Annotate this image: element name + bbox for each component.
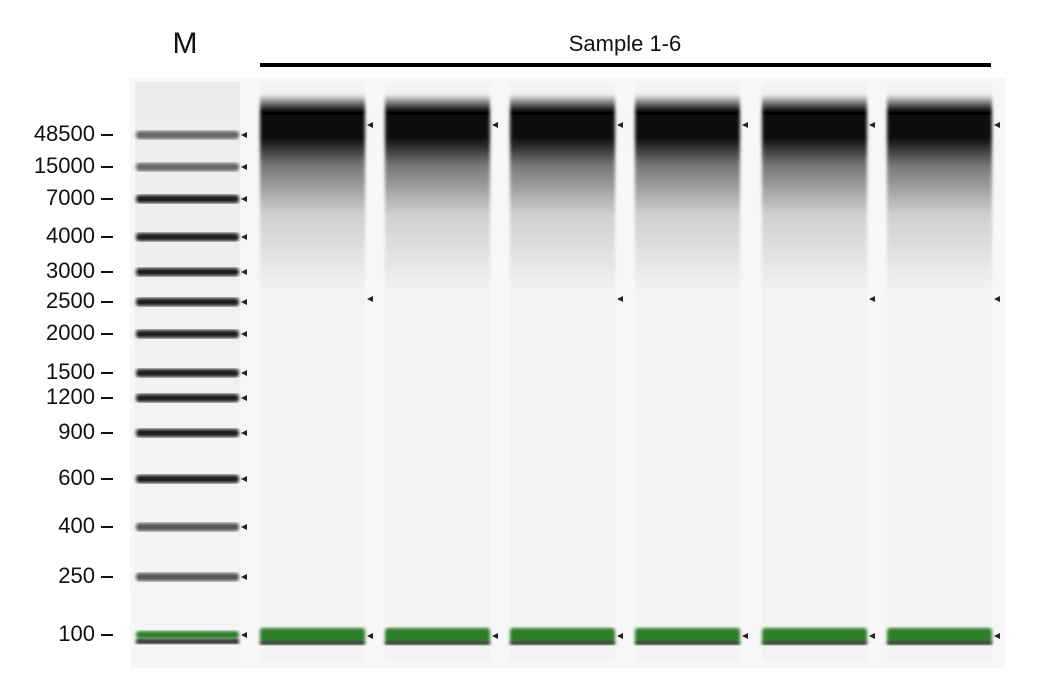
band-arrow bbox=[241, 370, 247, 376]
ladder-band bbox=[136, 163, 239, 171]
lower-marker-band bbox=[887, 628, 992, 643]
ladder-band bbox=[136, 631, 239, 639]
marker-lane-label: M bbox=[173, 27, 198, 60]
band-arrow bbox=[617, 122, 623, 128]
ladder-label: 600 bbox=[58, 465, 95, 490]
genomic-smear bbox=[762, 95, 867, 295]
lower-marker-band bbox=[762, 628, 867, 643]
ladder-label: 1500 bbox=[46, 359, 95, 384]
ladder-label: 900 bbox=[58, 419, 95, 444]
lower-marker-shadow bbox=[385, 641, 490, 645]
genomic-smear bbox=[887, 95, 992, 295]
ladder-band bbox=[136, 298, 239, 306]
band-arrow bbox=[869, 633, 875, 639]
ladder-band bbox=[136, 131, 239, 139]
ladder-label: 400 bbox=[58, 513, 95, 538]
band-arrow bbox=[742, 122, 748, 128]
band-arrow bbox=[241, 395, 247, 401]
band-arrow bbox=[241, 132, 247, 138]
band-arrow bbox=[994, 296, 1000, 302]
ladder-label: 250 bbox=[58, 563, 95, 588]
ladder-band bbox=[136, 330, 239, 338]
lower-marker-band bbox=[635, 628, 740, 643]
lower-marker-shadow bbox=[260, 641, 365, 645]
band-arrow bbox=[367, 122, 373, 128]
genomic-smear bbox=[260, 95, 365, 295]
band-arrow bbox=[241, 331, 247, 337]
lower-marker-shadow bbox=[510, 641, 615, 645]
ladder-band bbox=[136, 233, 239, 241]
band-arrow bbox=[869, 296, 875, 302]
ladder-band bbox=[136, 523, 239, 531]
ladder-label: 7000 bbox=[46, 185, 95, 210]
ladder-label: 2500 bbox=[46, 288, 95, 313]
band-arrow bbox=[617, 633, 623, 639]
ladder-band bbox=[136, 369, 239, 377]
band-arrow bbox=[994, 122, 1000, 128]
band-arrow bbox=[241, 164, 247, 170]
ladder-band bbox=[136, 268, 239, 276]
band-arrow bbox=[241, 430, 247, 436]
ladder-band bbox=[136, 639, 239, 644]
ladder-label: 3000 bbox=[46, 258, 95, 283]
band-arrow bbox=[241, 632, 247, 638]
band-arrow bbox=[241, 574, 247, 580]
sample-lanes-label: Sample 1-6 bbox=[569, 31, 682, 56]
band-arrow bbox=[367, 296, 373, 302]
ladder-band bbox=[136, 195, 239, 203]
lower-marker-band bbox=[260, 628, 365, 643]
ladder-label: 15000 bbox=[34, 153, 95, 178]
band-arrow bbox=[241, 476, 247, 482]
lower-marker-shadow bbox=[762, 641, 867, 645]
band-arrow bbox=[241, 234, 247, 240]
band-arrow bbox=[241, 299, 247, 305]
genomic-smear bbox=[510, 95, 615, 295]
band-arrow bbox=[994, 633, 1000, 639]
genomic-smear bbox=[635, 95, 740, 295]
lower-marker-shadow bbox=[635, 641, 740, 645]
band-arrow bbox=[869, 122, 875, 128]
band-arrow bbox=[241, 524, 247, 530]
ladder-band bbox=[136, 475, 239, 483]
band-arrow bbox=[492, 633, 498, 639]
ladder-band bbox=[136, 394, 239, 402]
band-arrow bbox=[492, 122, 498, 128]
band-arrow bbox=[241, 269, 247, 275]
ladder-label: 48500 bbox=[34, 121, 95, 146]
band-arrow bbox=[617, 296, 623, 302]
genomic-smear bbox=[385, 95, 490, 295]
band-arrow bbox=[742, 633, 748, 639]
lower-marker-band bbox=[510, 628, 615, 643]
ladder-label: 4000 bbox=[46, 223, 95, 248]
lanes bbox=[135, 82, 1000, 662]
ladder-label: 1200 bbox=[46, 384, 95, 409]
band-arrow bbox=[241, 196, 247, 202]
ladder-band bbox=[136, 429, 239, 437]
band-arrow bbox=[367, 633, 373, 639]
ladder-label: 100 bbox=[58, 621, 95, 646]
ladder-band bbox=[136, 573, 239, 581]
lower-marker-shadow bbox=[887, 641, 992, 645]
ladder-label: 2000 bbox=[46, 320, 95, 345]
lower-marker-band bbox=[385, 628, 490, 643]
